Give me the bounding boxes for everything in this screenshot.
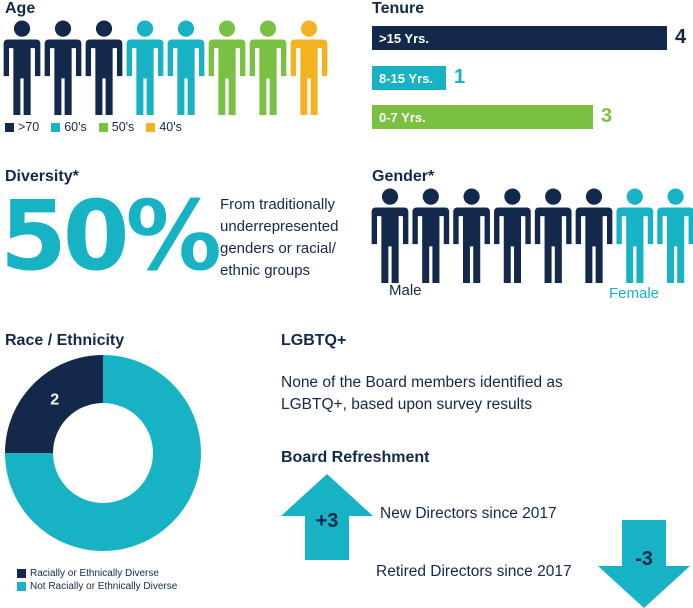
age-legend-label: >70: [18, 120, 40, 134]
age-legend-item: 50's: [98, 120, 135, 134]
race-legend-label: Racially or Ethnically Diverse: [30, 568, 159, 579]
tenure-bar: 0-7 Yrs.: [372, 105, 593, 129]
age-person-icon: [208, 20, 246, 116]
new-directors-value: +3: [315, 510, 339, 532]
male-person-icon: [371, 188, 409, 284]
tenure-value-label: 4: [675, 26, 687, 48]
age-legend-label: 60's: [64, 120, 87, 134]
tenure-bar: >15 Yrs.: [372, 26, 667, 50]
male-person-icon: [575, 188, 613, 284]
age-legend-item: >70: [5, 120, 39, 134]
age-person-icon: [85, 20, 123, 116]
legend-swatch: [17, 582, 26, 591]
lgbtq-text: None of the Board members identified as …: [281, 372, 563, 416]
age-title: Age: [5, 0, 36, 17]
retired-directors-label: Retired Directors since 2017: [376, 563, 572, 580]
age-person-icon: [167, 20, 205, 116]
race-legend-item: Racially or Ethnically Diverse: [17, 568, 177, 579]
gender-title: Gender*: [372, 168, 435, 185]
refreshment-title: Board Refreshment: [281, 449, 430, 466]
race-donut-chart: 26: [5, 355, 201, 551]
lgbtq-line: LGBTQ+, based upon survey results: [281, 396, 533, 413]
age-pictogram: [3, 20, 328, 116]
tenure-bar: 8-15 Yrs.: [372, 66, 446, 90]
diversity-line: From traditionally: [220, 196, 336, 213]
male-person-icon: [494, 188, 531, 284]
age-person-icon: [249, 20, 287, 116]
tenure-title: Tenure: [372, 0, 425, 17]
male-label: Male: [389, 282, 422, 299]
new-directors-label: New Directors since 2017: [380, 505, 557, 522]
female-person-icon: [657, 188, 693, 284]
legend-swatch: [98, 122, 108, 132]
male-person-icon: [534, 188, 572, 284]
gender-pictogram: [371, 188, 693, 284]
diversity-description: From traditionally underrepresented gend…: [220, 194, 338, 282]
retired-directors-value: -3: [635, 548, 653, 570]
up-arrow-icon: [281, 474, 373, 560]
race-donut-slice: [5, 355, 201, 551]
race-legend-item: Not Racially or Ethnically Diverse: [17, 581, 177, 592]
diversity-line: underrepresented: [220, 218, 339, 235]
legend-swatch: [146, 122, 156, 132]
age-person-icon: [3, 20, 41, 116]
age-legend-label: 40's: [159, 120, 182, 134]
legend-swatch: [5, 122, 14, 132]
lgbtq-line: None of the Board members identified as: [281, 374, 563, 391]
race-donut-slice: [5, 355, 103, 453]
female-label: Female: [609, 285, 660, 302]
tenure-value-label: 1: [454, 66, 466, 88]
age-legend-item: 60's: [51, 120, 87, 134]
legend-swatch: [17, 569, 26, 578]
race-donut-value-label: 6: [159, 530, 168, 547]
diversity-title: Diversity*: [5, 168, 79, 185]
age-person-icon: [290, 20, 328, 116]
lgbtq-title: LGBTQ+: [281, 332, 347, 349]
tenure-value-label: 3: [601, 105, 613, 127]
age-legend-item: 40's: [146, 120, 182, 134]
race-legend: Racially or Ethnically Diverse Not Racia…: [17, 568, 177, 592]
race-donut-value-label: 2: [50, 392, 59, 409]
age-legend-label: 50's: [111, 120, 135, 134]
legend-swatch: [51, 122, 61, 132]
diversity-line: genders or racial/: [220, 240, 336, 257]
diversity-percentage: 50%: [0, 180, 222, 292]
age-person-icon: [126, 20, 164, 116]
tenure-bar-chart: >15 Yrs. 4 8-15 Yrs. 1 0-7 Yrs. 3: [0, 0, 693, 140]
female-person-icon: [616, 188, 654, 284]
age-legend: >70 60's 50's 40's: [5, 120, 182, 134]
male-person-icon: [453, 188, 490, 284]
male-person-icon: [412, 188, 450, 284]
race-title: Race / Ethnicity: [5, 332, 125, 349]
down-arrow-icon: [598, 520, 690, 608]
age-person-icon: [44, 20, 82, 116]
race-legend-label: Not Racially or Ethnically Diverse: [30, 581, 178, 592]
diversity-line: ethnic groups: [220, 262, 311, 279]
